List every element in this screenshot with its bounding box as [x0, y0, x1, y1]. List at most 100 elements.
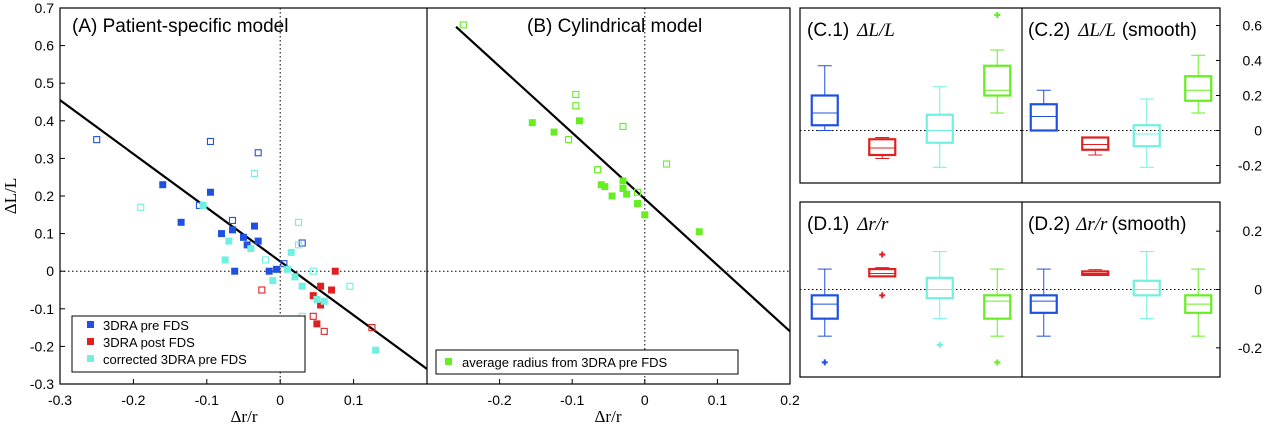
data-point: [273, 265, 281, 273]
x-tick-label: 0: [276, 392, 284, 408]
data-point: [206, 188, 214, 196]
data-point: [331, 267, 339, 275]
data-point: [284, 265, 292, 273]
x-tick-label: -0.2: [121, 392, 145, 408]
data-point: [287, 248, 295, 256]
x-tick-label: 0.1: [708, 392, 728, 408]
box: [1029, 103, 1058, 132]
data-point-open: [280, 260, 288, 268]
y-tick-label: 0.2: [35, 188, 55, 204]
box: [983, 294, 1012, 320]
legend-b-box: [435, 349, 739, 375]
data-point: [695, 228, 703, 236]
y-tick-label-right: -0.2: [1238, 340, 1262, 356]
data-point: [217, 230, 225, 238]
data-point: [309, 292, 317, 300]
data-point-open: [346, 282, 354, 290]
legend-label-corrected: corrected 3DRA pre FDS: [103, 352, 247, 367]
data-point-open: [93, 136, 101, 144]
data-point: [328, 286, 336, 294]
box: [810, 294, 839, 320]
svg-text:(D.2)Δr/r(smooth): (D.2) Δr/r (smooth): [1028, 214, 1186, 235]
data-point-open: [228, 216, 237, 224]
data-point: [320, 297, 328, 305]
data-point-open: [294, 218, 303, 226]
data-point-open: [206, 137, 215, 146]
y-tick-label-right: 0: [1254, 282, 1262, 298]
x-axis-label-b: Δr/r: [595, 407, 622, 426]
data-point: [177, 218, 185, 226]
outlier-marker: [879, 292, 886, 299]
outlier-marker: [994, 12, 1001, 18]
x-tick-label: 0.1: [344, 392, 364, 408]
panel-b-title: (B) Cylindrical model: [527, 16, 702, 37]
panel-c2-quantity: ΔL/L: [1077, 20, 1116, 41]
data-point: [228, 226, 236, 234]
panel-d1-quantity: Δr/r: [856, 214, 889, 235]
y-tick-label: -0.3: [30, 376, 54, 392]
data-point-open: [633, 188, 642, 196]
panel-d1-title: (D.1) Δr/r: [807, 214, 889, 235]
data-point: [623, 190, 631, 198]
data-point-open: [250, 169, 259, 177]
data-point: [619, 177, 627, 185]
data-point: [608, 192, 616, 200]
y-tick-label: -0.2: [30, 338, 54, 354]
outlier-marker: [936, 341, 943, 348]
box: [868, 138, 897, 157]
legend-label-average: average radius from 3DRA pre FDS: [462, 355, 668, 370]
data-point: [597, 181, 605, 189]
panel-c2-title: (C.2) ΔL/L (smooth): [1028, 20, 1197, 41]
box: [810, 94, 839, 127]
x-tick-label: 0: [641, 392, 649, 408]
data-point: [247, 245, 255, 253]
panel-a-title: (A) Patient-specific model: [72, 16, 288, 37]
box: [983, 64, 1012, 97]
data-point: [225, 237, 233, 245]
data-point: [254, 237, 262, 245]
data-point: [159, 181, 167, 189]
box: [868, 267, 897, 278]
data-point-open: [309, 312, 317, 320]
panel-d2-quantity: Δr/r: [1075, 214, 1108, 235]
box-plots: [810, 12, 1213, 366]
legend-a-box: [71, 315, 306, 373]
legend-swatch-average: [445, 358, 452, 365]
data-point: [528, 119, 536, 127]
y-tick-label: 0.6: [35, 38, 55, 54]
x-tick-label: -0.1: [195, 392, 219, 408]
outlier-marker: [879, 251, 886, 258]
panel-c2-label: (C.2): [1028, 20, 1070, 41]
x-tick-label: 0.2: [780, 392, 800, 408]
x-axis-label-a: Δr/r: [231, 407, 258, 426]
data-point-open: [594, 166, 602, 174]
box: [925, 113, 954, 144]
data-point: [550, 128, 558, 136]
legend-swatch-corrected: [87, 355, 94, 362]
box: [1132, 279, 1161, 297]
data-point-open: [309, 267, 317, 275]
data-point: [265, 267, 273, 275]
panel-c1-label: (C.1): [807, 20, 849, 41]
data-point-open: [298, 239, 306, 247]
svg-text:(D.1)Δr/r: (D.1) Δr/r: [807, 214, 889, 235]
data-point: [251, 222, 259, 230]
legend-label-post: 3DRA post FDS: [103, 335, 195, 350]
panel-d1-label: (D.1): [807, 214, 849, 235]
legend-a: 3DRA pre FDS 3DRA post FDS corrected 3DR…: [71, 315, 306, 373]
data-point: [243, 241, 251, 249]
y-tick-label: 0.7: [35, 0, 55, 16]
data-point: [575, 117, 583, 125]
data-point: [313, 320, 321, 328]
data-point-open: [261, 256, 270, 264]
y-tick-label-right: -0.2: [1238, 158, 1262, 174]
x-tick-label: -0.3: [48, 392, 72, 408]
data-point: [291, 273, 299, 281]
data-point: [199, 201, 207, 209]
legend-label-pre: 3DRA pre FDS: [103, 318, 189, 333]
box: [925, 276, 954, 300]
y-tick-label-right: 0.2: [1243, 88, 1263, 104]
box: [1029, 294, 1058, 314]
tick-labels: -0.3 -0.2 -0.1 0 0.1 -0.2 -0.1 0 0.1 0.2 -0.3 -0.2 -…: [30, 0, 1262, 408]
